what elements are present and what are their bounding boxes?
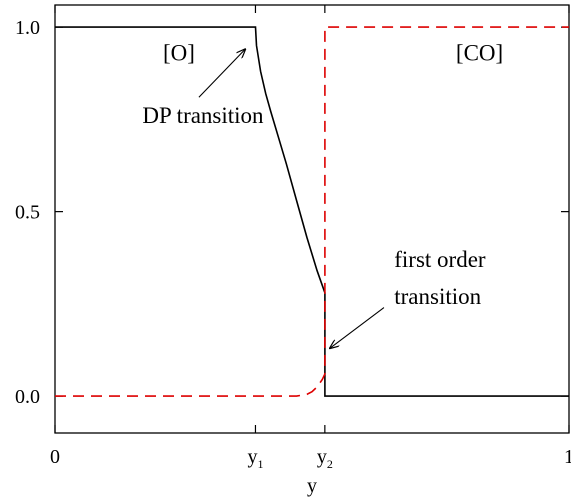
x-tick-label: y1: [247, 446, 263, 471]
y-tick-label: 0.5: [15, 202, 40, 224]
annotation-label: [O]: [163, 40, 195, 65]
annotation-label: DP transition: [142, 103, 264, 128]
x-axis-label: y: [307, 475, 317, 497]
annotation-arrow: [198, 49, 245, 98]
annotations: [O] [CO] DP transition first order transitio…: [142, 40, 503, 348]
annotation-label: transition: [394, 284, 481, 309]
annotation-label: first order: [394, 247, 486, 272]
series-line-2: [55, 26, 569, 397]
x-tick-label: y2: [317, 446, 333, 471]
x-tick-label: 1: [564, 446, 571, 468]
y-tick-label: 0.0: [15, 386, 40, 408]
x-tick-label: 0: [50, 446, 60, 468]
series-line-1: [55, 26, 569, 397]
series-group: [55, 26, 569, 397]
y-tick-label: 1.0: [15, 17, 40, 39]
axis-ticks: 0 y1 y2 1 0.0 0.5 1.0: [15, 5, 571, 471]
annotation-label: [CO]: [456, 40, 503, 65]
plot-frame: [54, 4, 570, 434]
annotation-arrow: [330, 307, 385, 349]
